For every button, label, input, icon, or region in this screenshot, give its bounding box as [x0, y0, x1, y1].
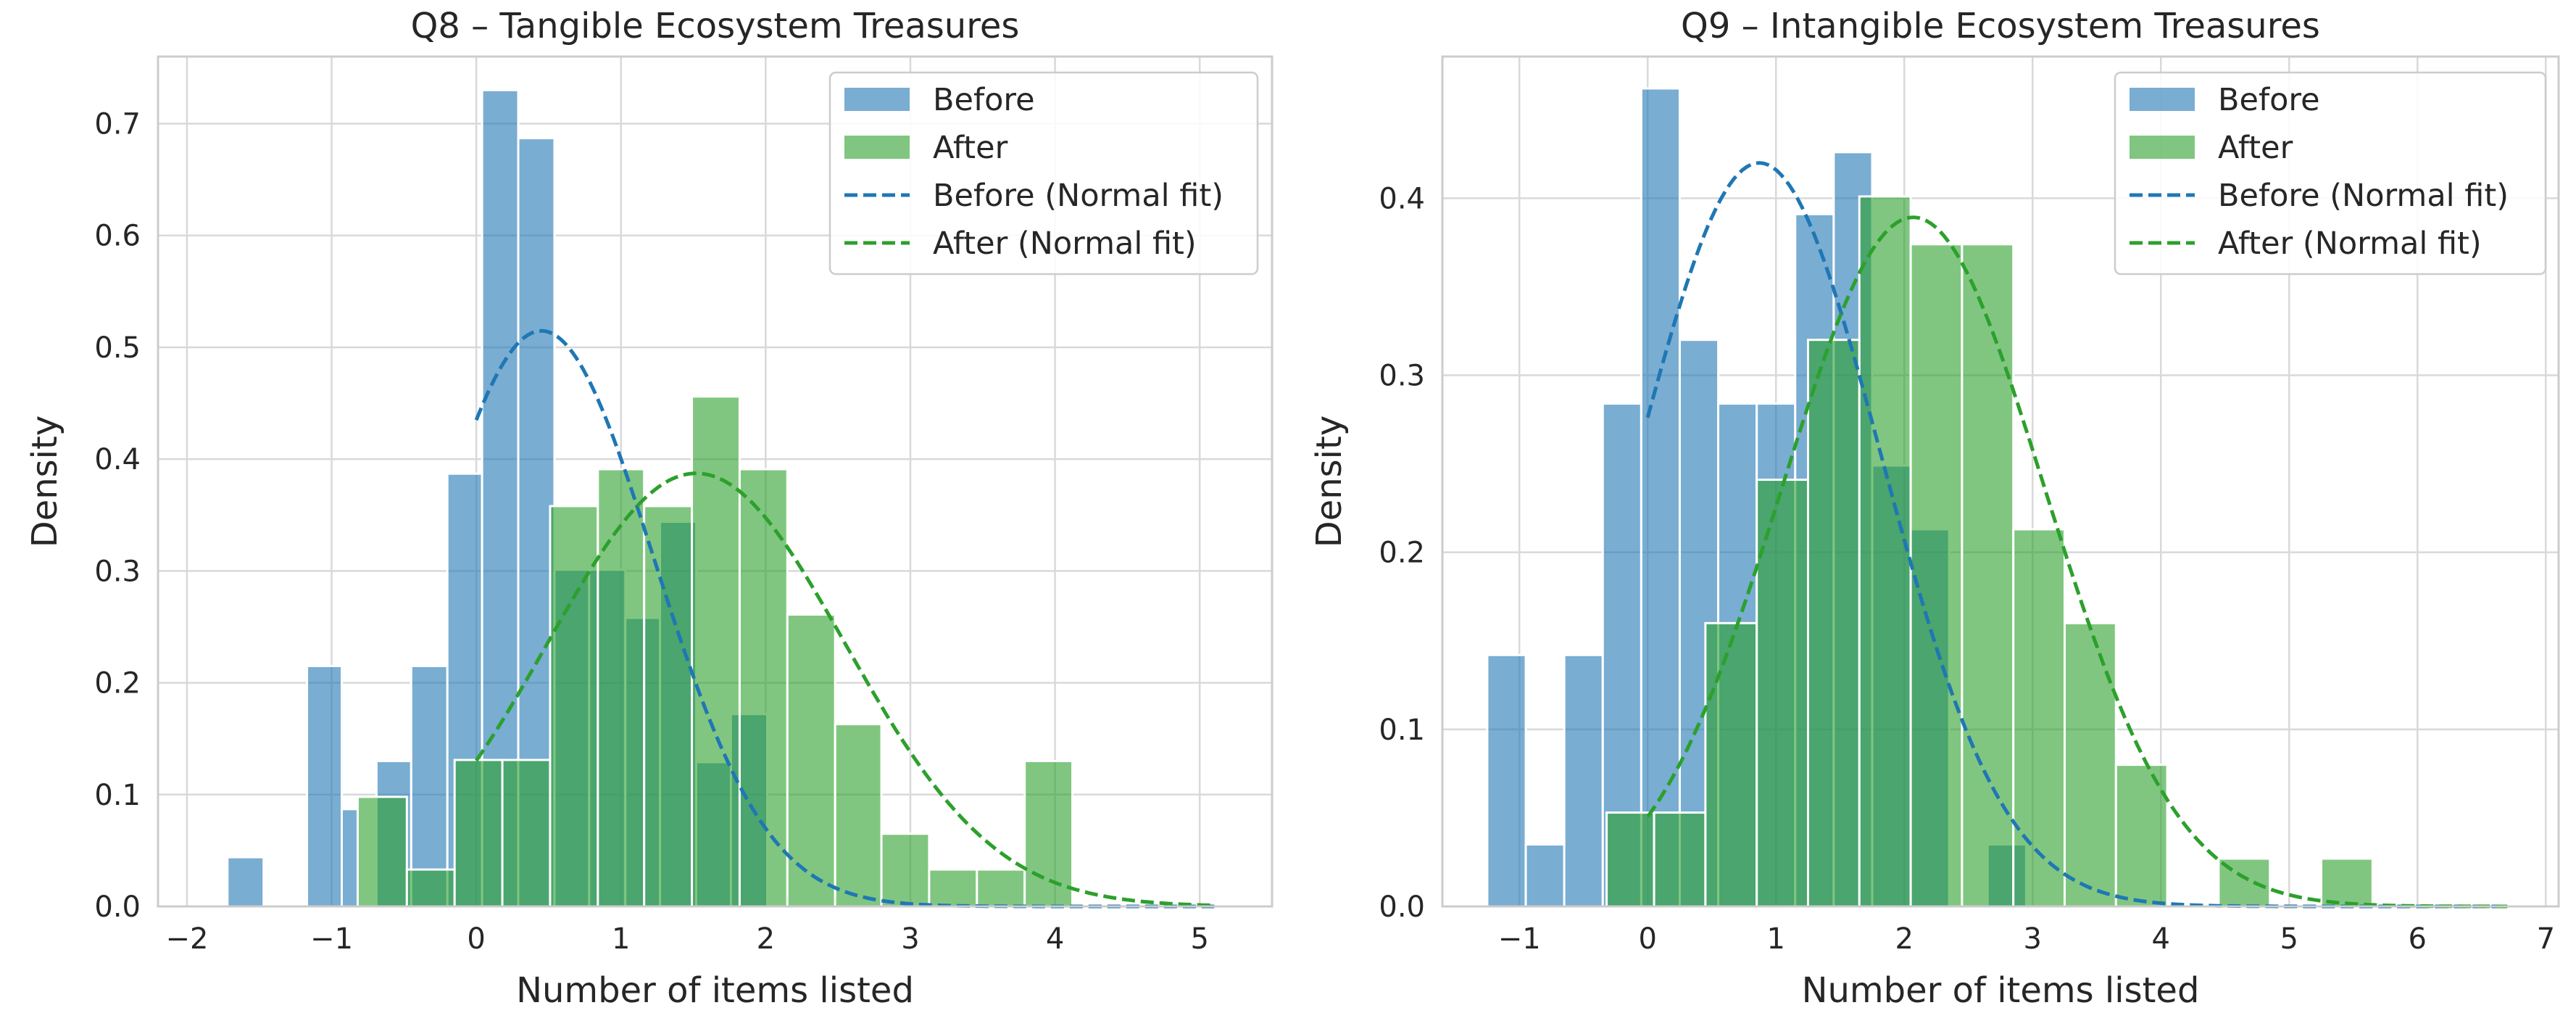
bar-after — [549, 505, 599, 908]
legend-label-before-fit: Before (Normal fit) — [933, 178, 1223, 214]
x-tick-label: 3 — [901, 922, 919, 956]
bar-after — [1704, 621, 1758, 908]
bar-before — [1563, 653, 1604, 908]
legend-label-after-fit: After (Normal fit) — [933, 226, 1197, 262]
legend-label-before: Before — [2218, 82, 2320, 118]
legend-label-before-fit: Before (Normal fit) — [2218, 178, 2509, 214]
x-axis-label: Number of items listed — [1802, 970, 2200, 1011]
x-tick-label: −1 — [310, 922, 353, 956]
x-tick-label: 5 — [2280, 922, 2298, 956]
bar-after — [501, 758, 552, 908]
legend: Before After Before (Normal fit) After (… — [2114, 71, 2547, 276]
bar-after — [356, 795, 408, 908]
legend-label-after: After — [2218, 130, 2293, 166]
legend-box — [828, 71, 1259, 276]
bar-after — [880, 832, 931, 908]
bars — [226, 88, 1074, 908]
tick-labels: −2 −1 0 1 2 3 4 5 0.0 0.1 0.2 0.3 0.4 0.5 0.6 0.7 — [94, 108, 1209, 956]
bar-after — [738, 468, 789, 908]
bars — [1486, 87, 2509, 908]
tick-labels: −1 0 1 2 3 4 5 6 7 0.0 0.1 0.2 0.3 0.4 — [1379, 182, 2555, 956]
y-tick-label: 0.7 — [94, 108, 141, 141]
bar-after — [597, 468, 646, 908]
legend-swatch-after — [844, 136, 910, 159]
bar-before — [1640, 87, 1681, 908]
y-tick-label: 0.3 — [94, 555, 141, 588]
y-tick-label: 0.1 — [1379, 714, 1425, 747]
bar-after — [405, 868, 456, 908]
x-tick-label: 0 — [467, 922, 485, 956]
legend-swatch-after — [2130, 136, 2195, 159]
x-tick-label: 5 — [1190, 922, 1208, 956]
y-tick-label: 0.1 — [94, 779, 141, 812]
bar-before — [410, 664, 449, 908]
y-tick-label: 0.0 — [94, 890, 141, 924]
panel-q8: −2 −1 0 1 2 3 4 5 0.0 0.1 0.2 0.3 0.4 0.5 0.6 0.7 Q8 – … — [25, 6, 1274, 1011]
bar-after — [691, 395, 741, 908]
bar-after — [1605, 811, 1655, 908]
x-tick-label: 0 — [1638, 922, 1656, 956]
bar-after — [1756, 479, 1809, 908]
x-tick-label: 2 — [1895, 922, 1914, 956]
bar-before — [226, 856, 265, 908]
x-tick-label: 4 — [1046, 922, 1064, 956]
x-tick-label: −1 — [1498, 922, 1541, 956]
y-tick-label: 0.6 — [94, 220, 141, 253]
axes-frame — [1441, 55, 2560, 908]
bar-after — [453, 758, 504, 908]
bar-before — [1486, 653, 1527, 908]
x-tick-label: 6 — [2409, 922, 2427, 956]
x-tick-label: 7 — [2537, 922, 2555, 956]
x-axis-label: Number of items listed — [516, 970, 914, 1011]
x-tick-label: 2 — [757, 922, 775, 956]
x-tick-label: −2 — [165, 922, 208, 956]
legend-label-after-fit: After (Normal fit) — [2218, 226, 2482, 262]
axes-frame — [157, 55, 1274, 908]
x-tick-label: 1 — [1767, 922, 1785, 956]
y-tick-label: 0.2 — [94, 667, 141, 700]
bar-after — [2012, 528, 2066, 908]
bar-after — [1023, 760, 1074, 908]
y-tick-label: 0.4 — [1379, 182, 1425, 215]
normal-fit-after — [475, 471, 1215, 908]
y-tick-label: 0.0 — [1379, 890, 1425, 924]
y-tick-label: 0.4 — [94, 443, 141, 476]
y-tick-label: 0.5 — [94, 331, 141, 365]
bar-after — [2320, 857, 2374, 908]
bar-after — [2064, 621, 2117, 908]
bar-after — [1909, 243, 1964, 908]
legend-label-after: After — [933, 130, 1008, 166]
bar-after — [976, 868, 1026, 908]
normal-fit-after — [1646, 215, 2508, 909]
bar-after — [643, 505, 694, 908]
legend-swatch-before — [2130, 88, 2195, 111]
y-tick-label: 0.2 — [1379, 537, 1425, 570]
bar-after — [2114, 764, 2169, 908]
bar-after — [1806, 339, 1861, 908]
bar-after — [1858, 195, 1912, 908]
chart-title: Q8 – Tangible Ecosystem Treasures — [411, 6, 1020, 46]
x-tick-label: 3 — [2024, 922, 2042, 956]
bar-after — [834, 723, 883, 908]
x-tick-label: 1 — [612, 922, 630, 956]
bar-after — [1653, 811, 1707, 908]
bar-after — [928, 868, 979, 908]
legend-swatch-before — [844, 88, 910, 111]
x-tick-label: 4 — [2152, 922, 2170, 956]
chart-title: Q9 – Intangible Ecosystem Treasures — [1681, 6, 2320, 46]
y-axis-label: Density — [1309, 416, 1350, 547]
legend: Before After Before (Normal fit) After (… — [828, 71, 1259, 276]
bar-before — [306, 664, 344, 908]
bar-before — [1524, 843, 1566, 908]
y-tick-label: 0.3 — [1379, 360, 1425, 393]
bar-after — [786, 613, 836, 908]
legend-box — [2114, 71, 2547, 276]
y-axis-label: Density — [25, 416, 65, 547]
bar-before — [341, 808, 359, 908]
panel-q9: −1 0 1 2 3 4 5 6 7 0.0 0.1 0.2 0.3 0.4 Q9 – Intangibl… — [1309, 6, 2560, 1011]
legend-label-before: Before — [933, 82, 1035, 118]
